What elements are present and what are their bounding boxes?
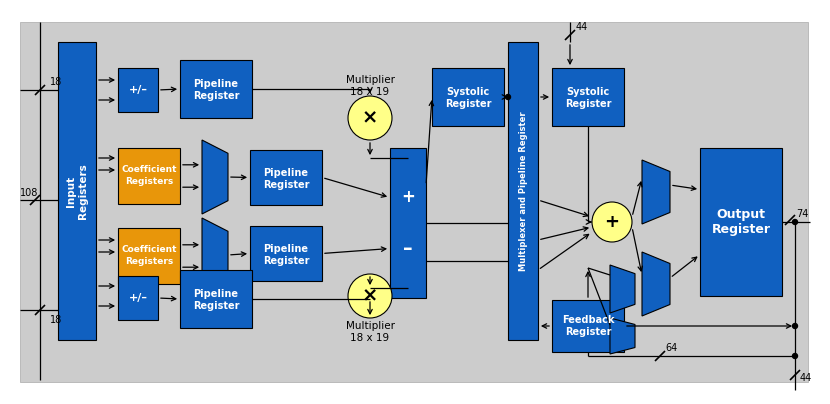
Text: Multiplier: Multiplier: [345, 321, 394, 331]
Text: Coefficient: Coefficient: [121, 246, 177, 255]
Bar: [390, 148, 426, 298]
Text: +: +: [401, 189, 415, 206]
Text: Systolic: Systolic: [566, 87, 609, 97]
Circle shape: [348, 274, 392, 318]
Text: Coefficient: Coefficient: [121, 166, 177, 175]
Text: Multiplexer and Pipeline Register: Multiplexer and Pipeline Register: [519, 111, 528, 271]
Text: Register: Register: [564, 99, 611, 109]
Text: 18: 18: [50, 315, 62, 325]
Circle shape: [793, 354, 798, 358]
Bar: [58, 42, 96, 340]
Circle shape: [793, 219, 798, 225]
Circle shape: [793, 324, 798, 328]
Text: Multiplier: Multiplier: [345, 75, 394, 85]
Bar: [118, 228, 180, 284]
Text: Output
Register: Output Register: [711, 208, 770, 236]
Polygon shape: [610, 265, 635, 313]
Bar: [118, 276, 158, 320]
Bar: [180, 270, 252, 328]
Bar: [118, 68, 158, 112]
Polygon shape: [610, 318, 635, 354]
Text: Register: Register: [445, 99, 491, 109]
Circle shape: [592, 202, 632, 242]
Text: Register: Register: [263, 255, 310, 265]
Bar: [250, 150, 322, 205]
Text: +: +: [604, 213, 619, 231]
Circle shape: [348, 96, 392, 140]
Polygon shape: [642, 160, 670, 224]
Text: Feedback: Feedback: [562, 315, 614, 325]
Polygon shape: [202, 140, 228, 214]
Text: Pipeline: Pipeline: [263, 168, 309, 177]
Bar: [508, 42, 538, 340]
Text: –: –: [403, 239, 413, 258]
Bar: [552, 68, 624, 126]
Polygon shape: [642, 252, 670, 316]
Text: 108: 108: [20, 188, 38, 198]
Text: Registers: Registers: [124, 177, 173, 187]
Bar: [20, 22, 808, 382]
Polygon shape: [202, 218, 228, 292]
Text: ×: ×: [362, 109, 378, 128]
Text: 18 x 19: 18 x 19: [350, 333, 389, 343]
Bar: [700, 148, 782, 296]
Bar: [180, 60, 252, 118]
Text: Registers: Registers: [124, 257, 173, 267]
Text: Register: Register: [564, 327, 611, 337]
Bar: [250, 226, 322, 281]
Text: +/–: +/–: [129, 85, 148, 95]
Text: +/–: +/–: [129, 293, 148, 303]
Bar: [432, 68, 504, 126]
Text: Register: Register: [263, 179, 310, 189]
Text: Pipeline: Pipeline: [193, 79, 238, 89]
Text: 18 x 19: 18 x 19: [350, 87, 389, 97]
Text: Systolic: Systolic: [447, 87, 490, 97]
Text: 18: 18: [50, 77, 62, 87]
Bar: [552, 300, 624, 352]
Text: 44: 44: [800, 373, 813, 383]
Text: Input
Registers: Input Registers: [66, 163, 88, 219]
Bar: [118, 148, 180, 204]
Text: Register: Register: [193, 91, 239, 101]
Circle shape: [505, 95, 510, 99]
Text: ×: ×: [362, 286, 378, 305]
Text: 74: 74: [796, 209, 808, 219]
Text: Pipeline: Pipeline: [193, 289, 238, 299]
Text: Pipeline: Pipeline: [263, 244, 309, 253]
Text: 44: 44: [576, 22, 588, 32]
Text: 64: 64: [665, 343, 677, 353]
Text: Register: Register: [193, 301, 239, 311]
